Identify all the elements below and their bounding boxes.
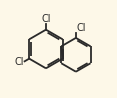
- Text: Cl: Cl: [41, 14, 51, 24]
- Text: Cl: Cl: [76, 23, 86, 33]
- Text: Cl: Cl: [15, 57, 24, 67]
